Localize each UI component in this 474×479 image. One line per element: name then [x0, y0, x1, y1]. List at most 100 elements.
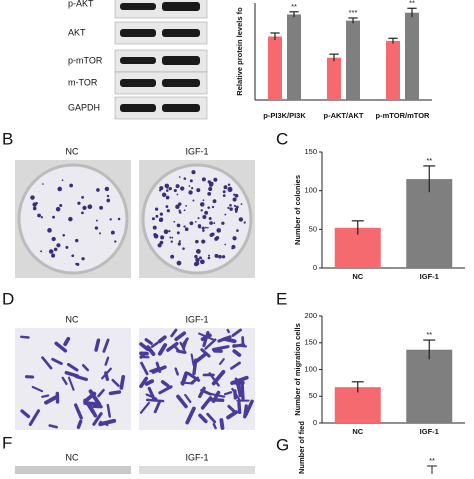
band	[162, 104, 200, 112]
bar	[268, 37, 282, 100]
colony	[166, 186, 168, 188]
cell	[225, 339, 235, 341]
colony	[199, 256, 202, 259]
colony	[184, 209, 186, 211]
cell	[78, 421, 80, 427]
band	[120, 29, 156, 37]
colony	[156, 215, 159, 218]
bar	[405, 13, 419, 100]
cell	[147, 400, 163, 401]
colony	[105, 187, 109, 191]
significance: ***	[349, 8, 358, 17]
colony	[214, 254, 218, 258]
colony	[82, 206, 86, 210]
colony	[192, 199, 194, 201]
colony	[232, 236, 236, 240]
colony	[190, 179, 193, 182]
colony	[185, 205, 187, 207]
colony	[189, 185, 191, 187]
colony	[208, 257, 211, 260]
colony	[65, 246, 68, 249]
panel-letter: E	[276, 289, 287, 308]
significance: **	[426, 156, 432, 165]
blot-label: m-TOR	[68, 77, 98, 87]
colony	[194, 255, 197, 258]
band	[162, 56, 200, 65]
colony	[75, 239, 78, 242]
colony	[177, 261, 182, 266]
colony	[42, 183, 44, 185]
panel-letter: C	[276, 129, 288, 148]
colony	[158, 243, 162, 247]
colony	[224, 244, 226, 246]
bar	[346, 21, 360, 100]
significance: **	[426, 330, 432, 339]
x-tick-label: IGF-1	[420, 427, 439, 436]
y-axis-title: Number of colonies	[293, 175, 302, 245]
bar	[287, 14, 301, 100]
colony	[178, 202, 181, 205]
colony	[207, 227, 209, 229]
group-label: NC	[66, 452, 79, 462]
colony	[106, 199, 110, 203]
y-axis-title: Number of migration cells	[293, 323, 302, 416]
band	[120, 79, 156, 87]
colony	[169, 187, 172, 190]
colony	[81, 212, 84, 215]
colony	[177, 224, 181, 228]
colony	[213, 222, 215, 224]
colony	[209, 221, 213, 225]
colony	[59, 204, 62, 207]
x-tick-label: NC	[352, 427, 363, 436]
y-tick-label: 0	[313, 418, 317, 427]
cell	[50, 426, 57, 428]
photo	[15, 328, 131, 430]
band	[120, 57, 156, 64]
y-tick-label: 200	[304, 311, 317, 320]
colony	[162, 193, 166, 197]
colony	[68, 217, 73, 222]
x-tick-label: p-mTOR/mTOR	[376, 111, 430, 120]
y-tick-label: 50	[309, 391, 317, 400]
colony	[195, 221, 197, 223]
photo	[15, 466, 131, 474]
colony	[69, 184, 73, 188]
band	[120, 3, 156, 10]
colony	[166, 205, 169, 208]
colony	[174, 189, 177, 192]
colony	[179, 176, 181, 178]
y-tick-label: 150	[304, 338, 317, 347]
colony	[204, 211, 208, 215]
cell	[110, 392, 119, 393]
colony	[235, 210, 238, 213]
colony	[99, 206, 103, 210]
colony	[96, 188, 100, 192]
colony	[241, 203, 243, 205]
colony	[216, 236, 220, 240]
panel-letter: G	[276, 435, 289, 454]
colony	[166, 196, 170, 200]
colony	[231, 245, 235, 249]
cell	[221, 420, 222, 428]
colony	[71, 254, 74, 257]
colony	[198, 217, 200, 219]
colony	[196, 249, 201, 254]
colony	[168, 230, 170, 232]
colony	[52, 237, 56, 241]
colony	[170, 255, 174, 259]
group-label: NC	[66, 314, 79, 324]
significance: **	[409, 0, 415, 7]
colony	[227, 207, 229, 209]
colony	[229, 204, 232, 207]
cell	[242, 384, 243, 398]
colony	[164, 229, 169, 234]
group-label: IGF-1	[185, 146, 208, 156]
colony	[177, 194, 179, 196]
blot-label: p-AKT	[68, 0, 94, 8]
colony	[62, 234, 65, 237]
cell	[147, 381, 152, 384]
colony	[239, 217, 243, 221]
colony	[191, 187, 193, 189]
band	[162, 2, 200, 11]
colony	[169, 237, 171, 239]
